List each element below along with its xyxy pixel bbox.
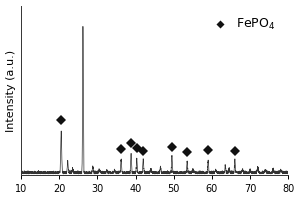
Legend: FePO$_4$: FePO$_4$	[204, 14, 279, 36]
Y-axis label: Intensity (a.u.): Intensity (a.u.)	[6, 49, 16, 132]
